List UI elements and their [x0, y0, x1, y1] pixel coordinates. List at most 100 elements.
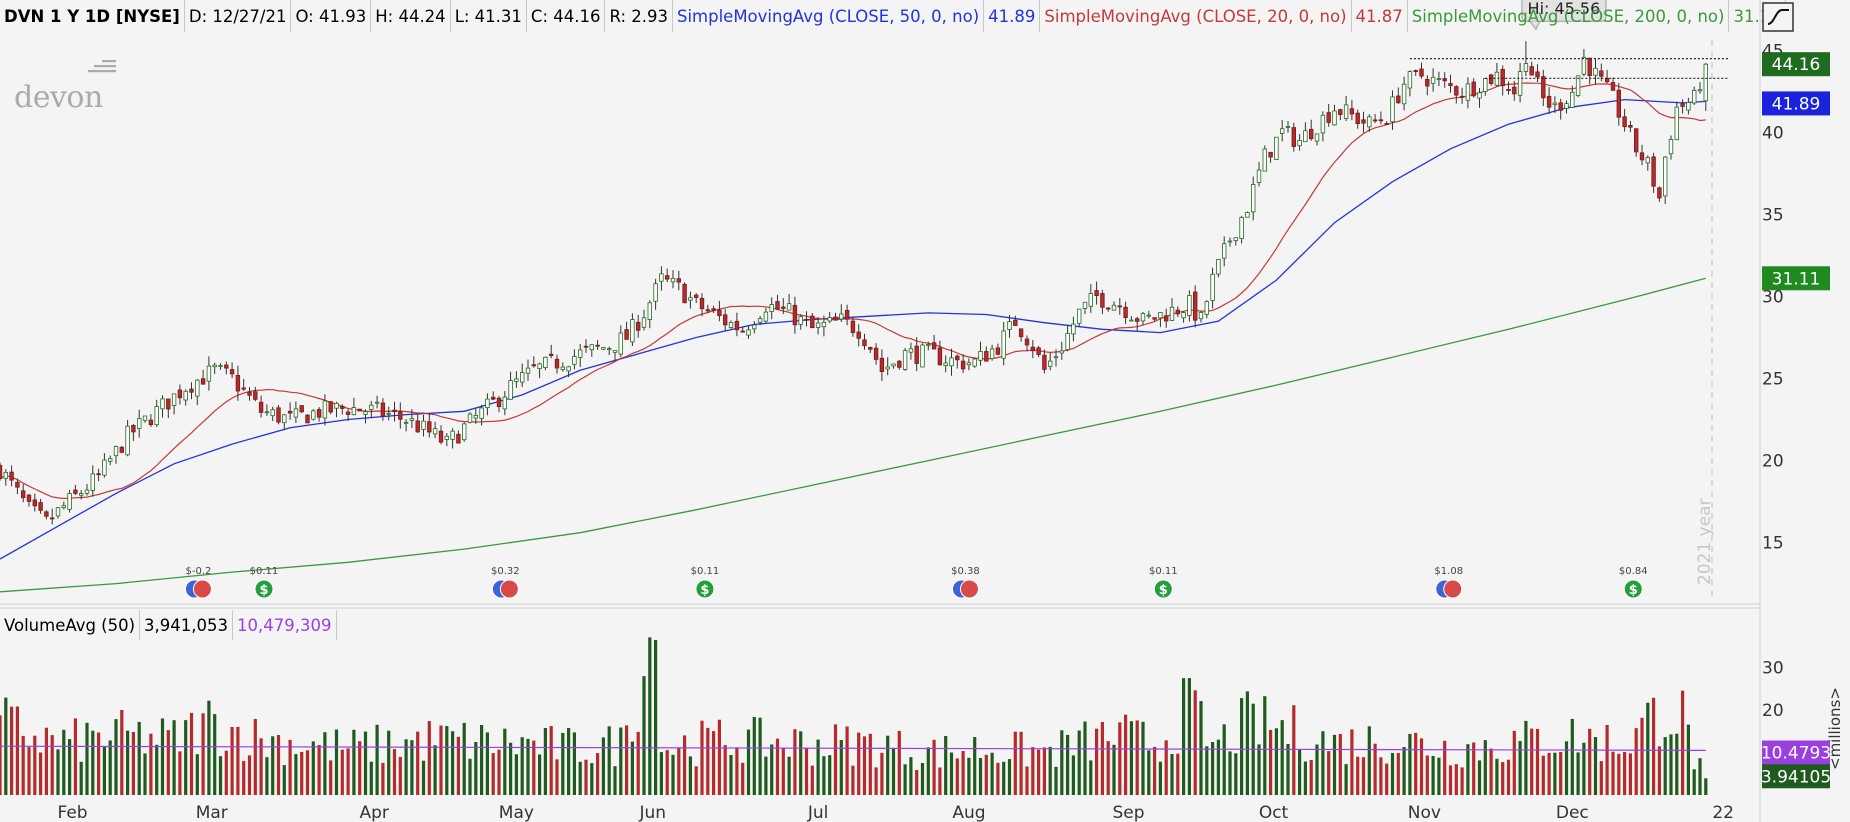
- sma50-badge-bg: [1762, 91, 1830, 116]
- volume-bar: [485, 732, 489, 795]
- dividend-marker[interactable]: $0.38: [951, 566, 980, 599]
- candle: [1425, 75, 1430, 96]
- candle-up: [821, 321, 827, 328]
- candle: [804, 311, 809, 327]
- candle: [1419, 62, 1424, 79]
- candle-up: [1692, 90, 1697, 104]
- candle: [160, 395, 165, 418]
- volume-bar: [1344, 764, 1348, 795]
- candle: [636, 314, 641, 338]
- candle-down: [1193, 291, 1198, 321]
- candle: [305, 414, 310, 424]
- candle-up: [1401, 83, 1407, 105]
- volume-bar: [1570, 718, 1574, 795]
- candle: [432, 421, 438, 439]
- dividend-marker[interactable]: $1.08: [1434, 566, 1463, 599]
- candle: [688, 291, 693, 309]
- candle: [351, 397, 357, 416]
- volume-bar: [700, 720, 704, 795]
- candle: [340, 404, 345, 415]
- candle-down: [1639, 152, 1645, 161]
- candle: [189, 382, 194, 400]
- candle: [125, 419, 130, 457]
- dividend-marker[interactable]: $0.11 $: [691, 566, 720, 599]
- volume-bar: [120, 710, 124, 795]
- sma20-study-label[interactable]: SimpleMovingAvg (CLOSE, 20, 0, no): [1040, 0, 1352, 32]
- volume-bar: [1066, 734, 1070, 795]
- candle-up: [949, 357, 954, 367]
- volume-bar: [1274, 728, 1278, 795]
- candle: [978, 341, 983, 366]
- dividend-marker[interactable]: $0.32: [491, 566, 520, 599]
- candle: [409, 409, 415, 429]
- candle-down: [1378, 119, 1384, 122]
- volume-bar: [973, 737, 977, 795]
- candle: [1198, 311, 1204, 323]
- volume-bar: [984, 754, 988, 795]
- candle: [1367, 114, 1372, 132]
- candle-down: [554, 358, 560, 369]
- volume-bar: [1663, 737, 1667, 795]
- volume-study-label[interactable]: VolumeAvg (50): [0, 610, 141, 640]
- candle-down: [665, 275, 670, 280]
- candle: [955, 354, 960, 369]
- volume-bar: [886, 735, 890, 795]
- volume-last-badge-bg: [1762, 764, 1830, 789]
- candle: [1622, 108, 1627, 132]
- candle-up: [171, 393, 177, 406]
- sma200-study-label[interactable]: SimpleMovingAvg (CLOSE, 200, 0, no): [1408, 0, 1730, 32]
- volume-bar: [213, 714, 217, 795]
- volume-bar: [1623, 752, 1627, 795]
- volume-bar: [1402, 747, 1406, 795]
- dividend-marker[interactable]: $0.11 $: [250, 566, 279, 599]
- dividend-marker[interactable]: $0.11 $: [1149, 566, 1178, 599]
- volume-bar: [381, 762, 385, 795]
- symbol-label[interactable]: DVN 1 Y 1D [NYSE]: [0, 0, 185, 32]
- candle-down: [723, 314, 728, 326]
- candle: [1175, 306, 1180, 318]
- sma50-study-label[interactable]: SimpleMovingAvg (CLOSE, 50, 0, no): [673, 0, 985, 32]
- candle: [166, 398, 171, 418]
- candle-up: [1239, 216, 1244, 239]
- candle: [665, 268, 670, 283]
- candle-down: [705, 309, 710, 312]
- candle: [856, 324, 861, 347]
- volume-avg-badge-text: 10.4793: [1761, 743, 1831, 763]
- candle: [1222, 236, 1227, 267]
- date-value: D: 12/27/21: [185, 0, 292, 32]
- dividend-marker[interactable]: $0.84 $: [1619, 566, 1648, 599]
- candle: [821, 315, 827, 337]
- dividend-marker[interactable]: $-0.2: [184, 566, 212, 599]
- volume-bar: [1222, 724, 1226, 795]
- volume-bar: [114, 719, 118, 795]
- candle-up: [142, 415, 148, 421]
- candle: [1216, 259, 1221, 278]
- volume-bar: [195, 754, 199, 795]
- studies-icon[interactable]: [1762, 2, 1794, 32]
- volume-bar: [775, 738, 780, 795]
- volume-bar: [810, 765, 814, 795]
- price-axis-tick: 20: [1762, 452, 1784, 472]
- candle-up: [1465, 83, 1471, 101]
- candle-up: [1430, 76, 1436, 84]
- candle-up: [1129, 319, 1134, 322]
- volume-bar: [1013, 731, 1017, 795]
- volume-bar: [509, 742, 513, 795]
- sma50-badge-text: 41.89: [1772, 94, 1821, 114]
- candle: [1668, 135, 1674, 160]
- volume-bar: [1512, 730, 1516, 795]
- candle-down: [955, 355, 960, 361]
- year-watermark: 2021 year: [1695, 498, 1715, 585]
- volume-bar: [340, 749, 344, 795]
- candle-down: [1355, 112, 1360, 124]
- candle-up: [282, 414, 287, 424]
- volume-bar: [915, 770, 919, 795]
- candle-up: [1314, 133, 1320, 142]
- volume-bar: [526, 738, 530, 795]
- volume-bar: [1234, 753, 1238, 795]
- volume-bar: [891, 748, 896, 795]
- candle-up: [543, 356, 548, 368]
- candle-down: [177, 389, 183, 399]
- volume-avg-badge: 10.4793: [1761, 740, 1831, 765]
